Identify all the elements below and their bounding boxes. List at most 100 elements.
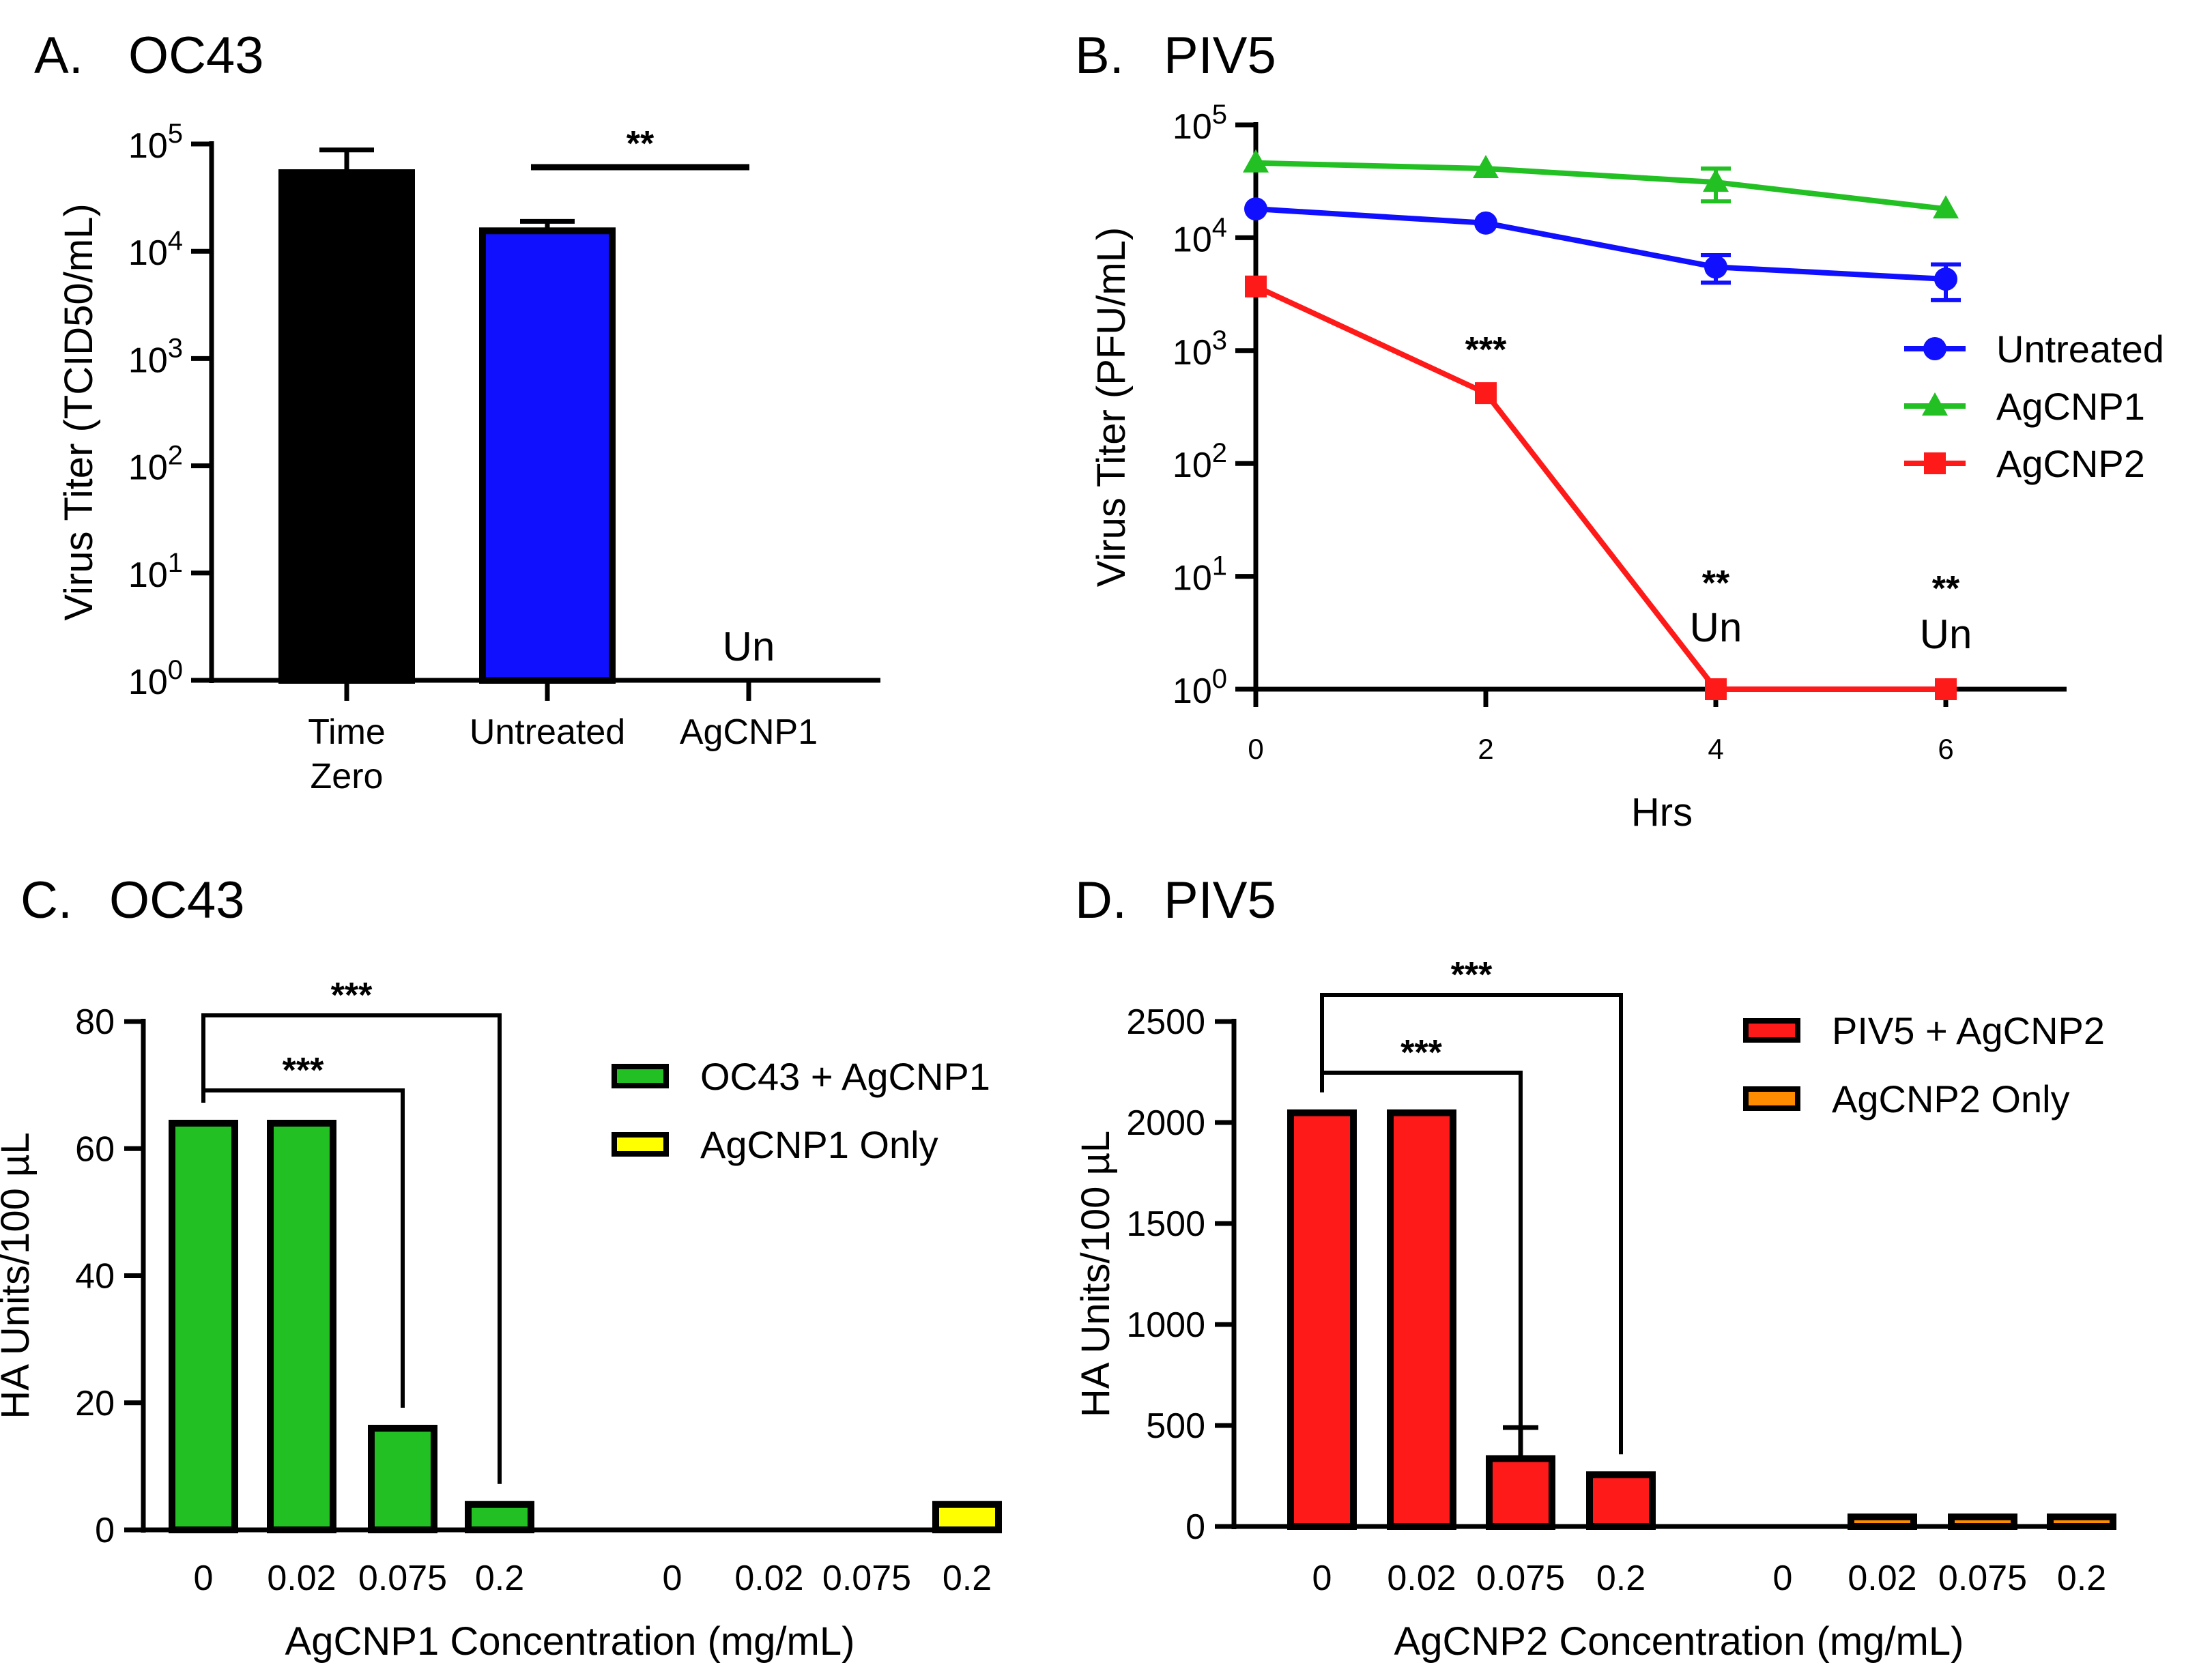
panel-d-ytick-label: 1500 — [1126, 1204, 1205, 1244]
panel-b-ytick-label: 103 — [1173, 325, 1227, 373]
panel-c-bar — [169, 1120, 238, 1533]
panel-d-ytick-label: 0 — [1185, 1507, 1205, 1547]
panel-d-bar — [2047, 1514, 2116, 1530]
panel-d-legend-label: PIV5 + AgCNP2 — [1832, 1009, 2105, 1052]
panel-b-xtick-label: 6 — [1938, 733, 1953, 765]
panel-c-xtick-label: 0.2 — [943, 1559, 992, 1598]
panel-a-undetectable-label: Un — [723, 624, 775, 669]
panel-b-point — [1475, 382, 1497, 405]
panel-a: A. OC43 Virus Titer (TCID50/mL) 100 101 102 10… — [34, 27, 880, 796]
panel-d-significance-label: *** — [1451, 955, 1493, 995]
panel-b-xlabel: Hrs — [1631, 790, 1693, 835]
panel-a-category-label: Zero — [311, 757, 384, 796]
panel-d-xtick-label: 0.02 — [1387, 1559, 1456, 1598]
panel-b-undetectable-label: Un — [1920, 611, 1972, 657]
panel-c-ytick-label: 80 — [75, 1002, 115, 1042]
panel-b-xtick-label: 0 — [1248, 733, 1263, 765]
panel-b-series-line — [1254, 284, 1946, 692]
panel-b-significance-label: ** — [1702, 564, 1730, 603]
panel-d-xtick-label: 0.075 — [1476, 1559, 1565, 1598]
panel-b-legend-marker — [1923, 337, 1946, 360]
panel-a-significance-label: ** — [627, 124, 655, 164]
panel-b-legend-marker — [1924, 452, 1946, 474]
panel-d-xlabel: AgCNP2 Concentration (mg/mL) — [1394, 1619, 1964, 1664]
panel-d-xtick-label: 0.2 — [2057, 1559, 2106, 1598]
panel-c-ytick-label: 20 — [75, 1384, 115, 1423]
panel-a-label: A. — [34, 27, 83, 85]
panel-b: B. PIV5 Virus Titer (PFU/mL) 100 101 102 103 10… — [1075, 27, 2164, 835]
panel-b-legend-label: Untreated — [1996, 328, 2164, 371]
panel-d-label: D. — [1075, 871, 1127, 929]
panel-c-legend-swatch — [612, 1132, 669, 1157]
panel-c-legend-swatch — [612, 1064, 669, 1088]
panel-c-label: C. — [20, 871, 72, 929]
panel-b-title: PIV5 — [1164, 27, 1276, 85]
panel-d-bar — [1486, 1455, 1555, 1530]
panel-d-bar — [1387, 1109, 1456, 1530]
panel-c-xtick-label: 0 — [194, 1559, 214, 1598]
panel-b-undetectable-label: Un — [1690, 605, 1742, 650]
panel-b-point — [1935, 678, 1957, 700]
panel-c: C. OC43 HA Units/100 µL 0 20 40 60 80 OC43 + AgC… — [0, 871, 1002, 1664]
panel-b-point — [1243, 149, 1269, 173]
panel-c-bar — [932, 1501, 1002, 1533]
panel-b-significance-label: ** — [1932, 569, 1960, 609]
panel-b-ylabel: Virus Titer (PFU/mL) — [1089, 227, 1134, 587]
panel-a-category-label: AgCNP1 — [680, 712, 818, 752]
panel-d-legend-swatch — [1743, 1086, 1800, 1111]
panel-a-bar — [479, 227, 616, 684]
panel-d-bar — [1948, 1514, 2017, 1530]
panel-b-point — [1933, 195, 1959, 219]
panel-c-ytick-label: 40 — [75, 1257, 115, 1297]
panel-a-category-label: Untreated — [470, 712, 625, 752]
panel-d-ytick-label: 500 — [1146, 1406, 1205, 1446]
panel-b-legend-label: AgCNP2 — [1996, 442, 2145, 485]
panel-d-significance-label: *** — [1400, 1033, 1442, 1073]
panel-c-significance-label: *** — [283, 1051, 324, 1090]
panel-c-legend-label: OC43 + AgCNP1 — [700, 1055, 990, 1098]
panel-b-legend-label: AgCNP1 — [1996, 385, 2145, 428]
panel-d-legend-swatch — [1743, 1018, 1800, 1043]
panel-d-legend-label: AgCNP2 Only — [1832, 1077, 2070, 1120]
panel-a-ytick-label: 102 — [128, 441, 183, 488]
panel-d-ytick-label: 2500 — [1126, 1002, 1205, 1042]
panel-a-ytick-label: 104 — [128, 226, 183, 273]
panel-d: D. PIV5 HA Units/100 µL 0 500 1000 1500 2000 250… — [1074, 871, 2116, 1664]
panel-c-ytick-label: 0 — [95, 1511, 115, 1550]
panel-b-label: B. — [1075, 27, 1124, 85]
panel-b-ytick-label: 101 — [1173, 551, 1227, 598]
panel-b-point — [1245, 275, 1267, 298]
panel-c-bar — [368, 1425, 437, 1533]
panel-c-xtick-label: 0.02 — [267, 1559, 336, 1598]
panel-c-xtick-label: 0.075 — [358, 1559, 447, 1598]
panel-d-ylabel: HA Units/100 µL — [1074, 1131, 1118, 1417]
panel-b-ytick-label: 105 — [1173, 100, 1227, 147]
panel-d-xtick-label: 0.2 — [1596, 1559, 1645, 1598]
panel-d-xtick-label: 0.075 — [1938, 1559, 2027, 1598]
panel-d-xtick-label: 0 — [1773, 1559, 1793, 1598]
panel-d-significance-bracket — [1320, 993, 1623, 1455]
panel-c-ytick-label: 60 — [75, 1129, 115, 1169]
panel-b-series-line — [1255, 160, 1946, 212]
panel-b-ytick-label: 102 — [1173, 438, 1227, 485]
panel-b-series-line — [1255, 206, 1946, 283]
panel-b-point — [1244, 197, 1267, 221]
panel-c-xtick-label: 0 — [663, 1559, 682, 1598]
panel-b-point — [1705, 678, 1727, 700]
panel-d-bar — [1586, 1471, 1656, 1531]
panel-a-ytick-label: 101 — [128, 548, 183, 595]
panel-c-bar — [465, 1501, 534, 1533]
panel-a-ytick-label: 103 — [128, 333, 183, 380]
panel-b-xtick-label: 4 — [1708, 733, 1723, 765]
panel-b-xtick-label: 2 — [1478, 733, 1493, 765]
panel-d-ytick-label: 2000 — [1126, 1103, 1205, 1143]
panel-d-xtick-label: 0.02 — [1848, 1559, 1916, 1598]
panel-c-title: OC43 — [109, 871, 245, 929]
panel-b-ytick-label: 100 — [1173, 664, 1227, 711]
panel-c-significance-bracket — [201, 1013, 502, 1484]
panel-d-xtick-label: 0 — [1312, 1559, 1332, 1598]
panel-a-ytick-label: 105 — [128, 119, 183, 166]
panel-d-bar — [1848, 1514, 1917, 1530]
panel-c-significance-label: *** — [331, 976, 373, 1015]
